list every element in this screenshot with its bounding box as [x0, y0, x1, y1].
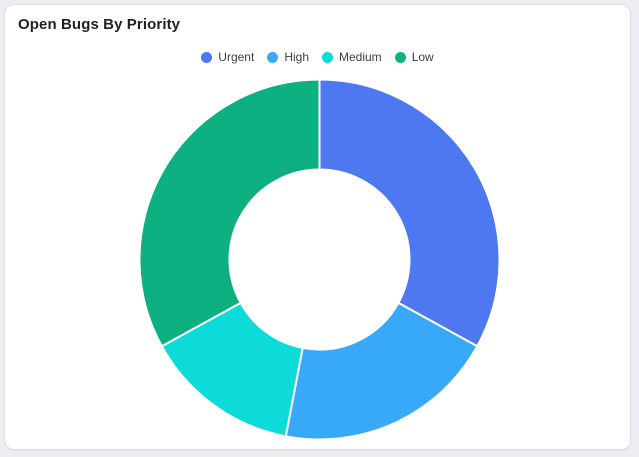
donut-slice-high[interactable]	[284, 301, 479, 441]
legend-item-high[interactable]: High	[267, 51, 309, 63]
donut-chart	[138, 78, 501, 441]
donut-slice-urgent[interactable]	[318, 78, 501, 348]
legend-swatch-high-icon	[267, 51, 279, 63]
legend-swatch-medium-icon	[322, 51, 333, 63]
legend-swatch-low-icon	[394, 51, 406, 63]
legend-item-urgent[interactable]: Urgent	[201, 51, 254, 63]
chart-title: Open Bugs By Priority	[18, 16, 181, 33]
open-bugs-card: Open Bugs By Priority Urgent High Medium…	[4, 4, 631, 450]
legend-label-medium: Medium	[339, 50, 382, 64]
legend-item-medium[interactable]: Medium	[322, 51, 382, 63]
legend-item-low[interactable]: Low	[394, 50, 434, 64]
donut-slice-low[interactable]	[138, 78, 321, 348]
legend-label-urgent: Urgent	[218, 50, 255, 64]
chart-legend: Urgent High Medium Low	[5, 51, 630, 63]
legend-label-low: Low	[411, 50, 434, 64]
donut-chart-svg	[138, 78, 501, 441]
legend-swatch-urgent-icon	[201, 51, 213, 63]
legend-label-high: High	[284, 50, 309, 64]
